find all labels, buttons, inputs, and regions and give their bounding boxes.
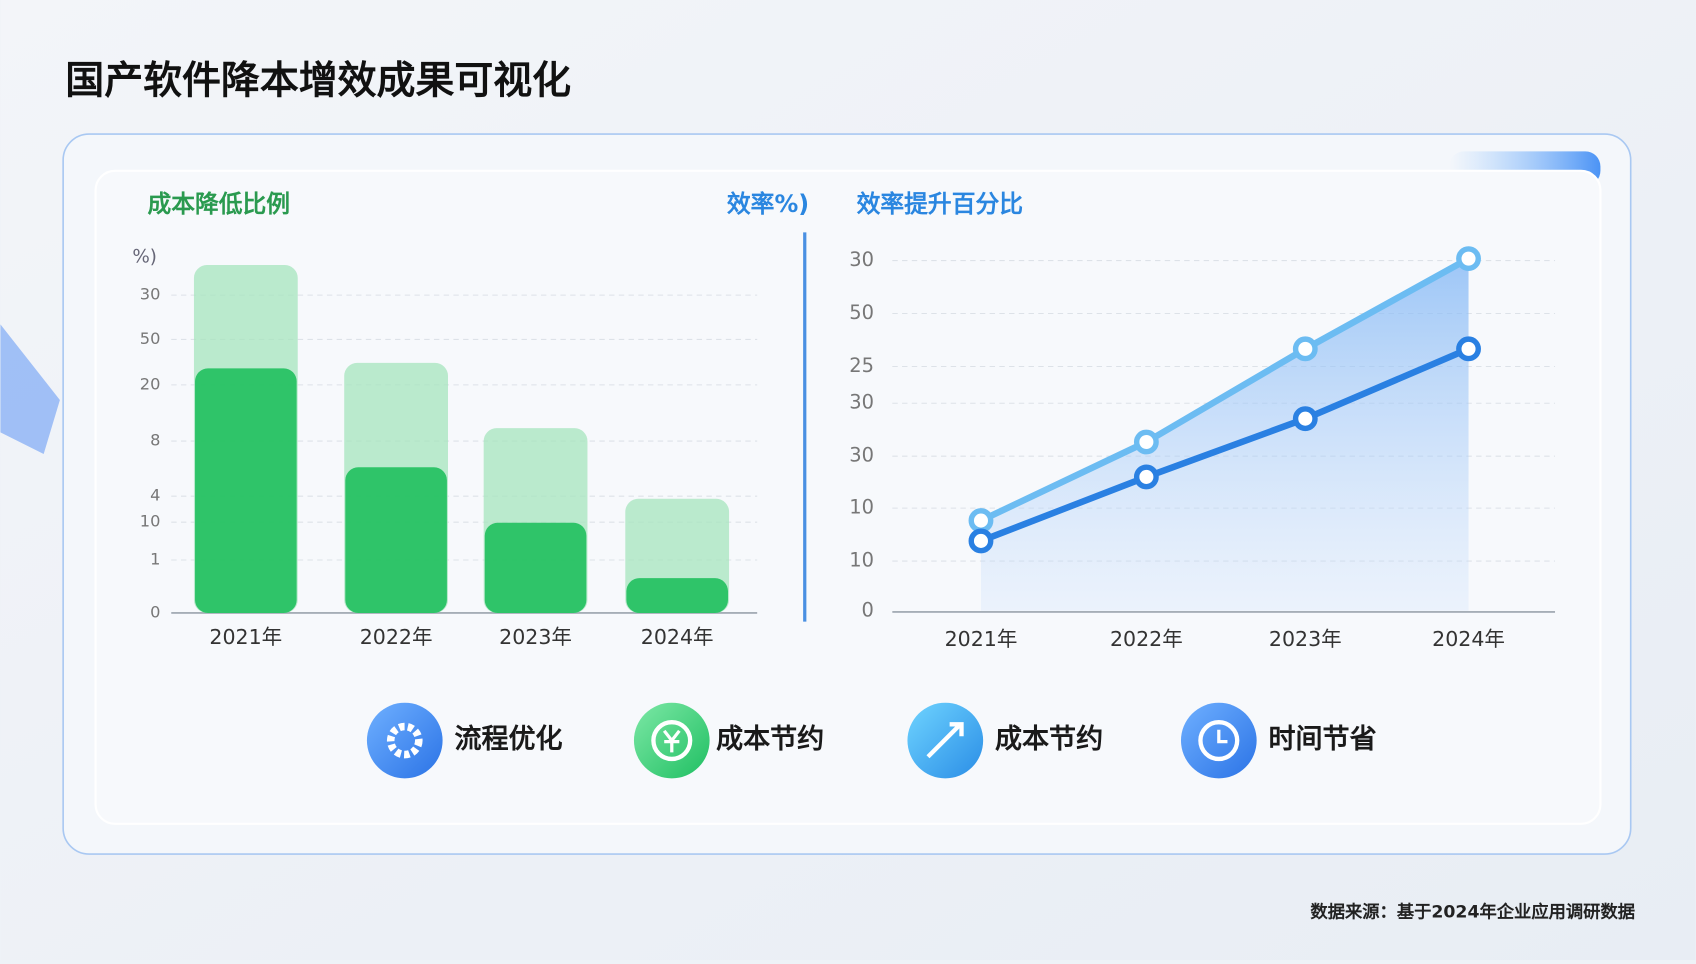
line (979, 255, 1471, 524)
bar (195, 368, 297, 613)
x-tick-label: 2021年 (945, 627, 1018, 651)
point (1292, 336, 1318, 362)
line (979, 345, 1470, 544)
y-tick-label: 30 (849, 444, 874, 467)
icon (366, 702, 443, 779)
x-tick-label: 2023年 (1269, 627, 1342, 651)
icon (926, 722, 964, 759)
icon (1217, 729, 1228, 744)
point (1456, 246, 1481, 272)
x-tick-label: 2024年 (641, 625, 714, 649)
y-tick-label: 50 (849, 301, 874, 324)
bar (484, 522, 587, 613)
x-tick-label: 2021年 (209, 625, 282, 649)
point (1292, 406, 1318, 432)
x-tick-label: 2022年 (360, 625, 433, 649)
y-tick-label: 30 (849, 391, 874, 414)
point (1133, 464, 1159, 490)
icon (1198, 720, 1240, 762)
feature-label: 成本节约 (995, 724, 1103, 755)
y-tick-label: 20 (140, 374, 161, 393)
y-tick-label: 8 (150, 431, 160, 450)
y-tick-label: 10 (140, 512, 161, 531)
point (968, 528, 994, 554)
y-tick-label: 0 (862, 598, 874, 621)
inner-panel (94, 169, 1602, 825)
y-tick-label: 30 (849, 248, 874, 271)
chart-title: 成本降低比例 (147, 190, 290, 218)
y-tick-label: 50 (140, 329, 161, 348)
bar (345, 467, 447, 613)
footer: 数据来源：基于2024年企业应用调研数据 (1310, 901, 1635, 922)
x-tick-label: 2022年 (1110, 627, 1183, 651)
icon (386, 722, 423, 759)
area (980, 258, 1469, 611)
y-tick-label: 0 (150, 602, 160, 621)
icon (651, 720, 693, 762)
point (968, 508, 994, 534)
point (1133, 429, 1159, 455)
y-tick-label: 25 (849, 354, 874, 377)
feature-label: 时间节省 (1269, 724, 1377, 755)
feature-label: 成本节约 (716, 724, 824, 755)
axis-unit: %) (132, 246, 157, 267)
chart-title: 效率提升百分比 (857, 190, 1023, 218)
y-tick-label: 4 (150, 486, 160, 505)
x-tick-label: 2023年 (499, 625, 572, 649)
icon (662, 729, 681, 753)
y-tick-label: 10 (849, 549, 874, 572)
features: 流程优化 成本节约 成本节约 时间节省 (366, 702, 1377, 779)
page-title: 国产软件降本增效成果可视化 (65, 59, 571, 104)
decor (0, 324, 60, 455)
point (1456, 336, 1481, 362)
x-tick-label: 2024年 (1432, 627, 1505, 651)
bar (626, 578, 728, 613)
y-tick-label: 1 (150, 550, 160, 569)
axis-label: 效率%) (727, 190, 809, 218)
y-tick-label: 10 (849, 496, 874, 519)
y-tick-label: 30 (140, 285, 161, 304)
feature-label: 流程优化 (454, 724, 562, 755)
